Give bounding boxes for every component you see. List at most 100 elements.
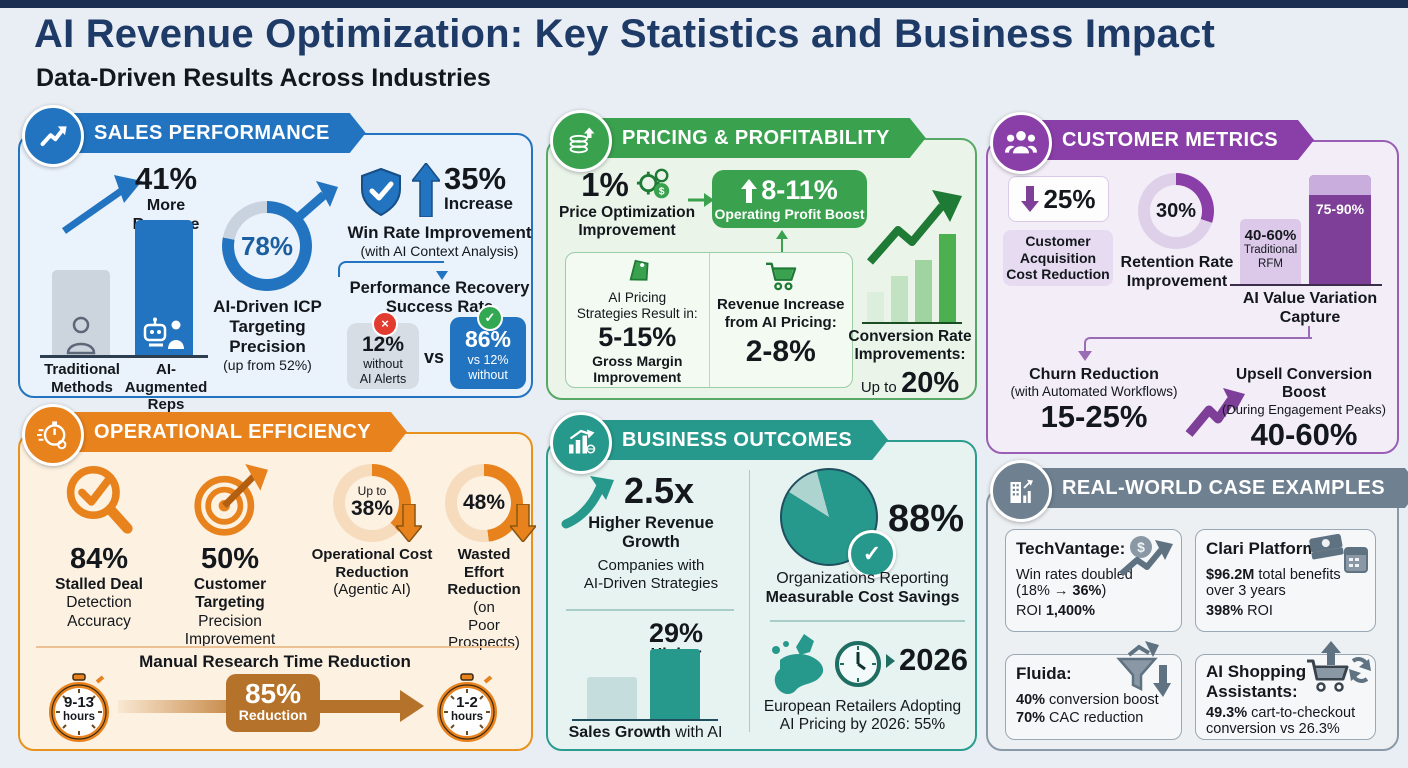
wasted-effort-stat: 48% Wasted Effort Reduction (on Poor Pro… bbox=[438, 464, 536, 652]
bar-with-ai bbox=[650, 649, 700, 719]
bar-baseline bbox=[40, 355, 208, 358]
svg-text:$: $ bbox=[1137, 539, 1145, 555]
churn-stat: Churn Reduction (with Automated Workflow… bbox=[1010, 366, 1178, 434]
stalled-deal-stat: 84% Stalled Deal Detection Accuracy bbox=[38, 464, 160, 631]
panel-title-sales: SALES PERFORMANCE bbox=[50, 113, 366, 153]
right-arrow-icon bbox=[688, 193, 714, 207]
sales-baseline bbox=[572, 719, 718, 721]
case-card-shopping: AI Shopping Assistants: 49.3% cart-to-che… bbox=[1195, 641, 1376, 740]
donut-arrow-icon bbox=[289, 181, 338, 227]
arrow-head bbox=[400, 690, 424, 722]
shield-check-icon bbox=[361, 167, 401, 217]
cart-icon bbox=[765, 262, 796, 291]
funnel-arrows-icon bbox=[1116, 641, 1171, 697]
bar-without-ai bbox=[587, 677, 637, 719]
person-icon bbox=[66, 316, 96, 355]
panel-title-customer: CUSTOMER METRICS bbox=[1018, 120, 1314, 160]
europe-map-icon bbox=[772, 634, 824, 695]
winrate-stat: 35% Increase bbox=[444, 161, 513, 213]
divider bbox=[770, 620, 965, 622]
price-tag-icon bbox=[629, 259, 649, 281]
x-badge-icon: × bbox=[372, 311, 398, 337]
recovery-title: Performance Recovery Success Rate bbox=[349, 279, 530, 316]
panel-title-business: BUSINESS OUTCOMES bbox=[578, 420, 888, 460]
check-badge-icon: ✓ bbox=[477, 305, 503, 331]
recovery-without-box: × 12% without AI Alerts bbox=[347, 311, 419, 389]
conversion-label: Conversion Rate Improvements: Up to 20% bbox=[848, 328, 972, 399]
stopwatch-before: 9-13 hours bbox=[44, 672, 114, 742]
divider bbox=[749, 470, 750, 732]
up-arrow-icon bbox=[741, 178, 758, 203]
cost-reduction-stat: Up to 38% Operational Cost Reduction (Ag… bbox=[308, 464, 436, 599]
panel-title-cases: REAL-WORLD CASE EXAMPLES bbox=[1018, 468, 1408, 508]
pointer-icon bbox=[886, 654, 895, 668]
vs-label: vs bbox=[424, 347, 445, 367]
upsell-stat: Upsell Conversion Boost (During Engageme… bbox=[1221, 366, 1387, 452]
panel-title-operational: OPERATIONAL EFFICIENCY bbox=[50, 412, 407, 452]
case-card-clari: Clari Platform: $96.2M total benefits ov… bbox=[1195, 529, 1376, 632]
growth-multiple: 2.5x bbox=[624, 470, 695, 511]
cac-label-box: Customer Acquisition Cost Reduction bbox=[1003, 230, 1113, 286]
icp-donut-chart: 78% bbox=[222, 201, 312, 291]
pricing-detail-box: AI Pricing Strategies Result in: 5-15% G… bbox=[565, 252, 853, 388]
retention-label: Retention Rate Improvement bbox=[1120, 254, 1234, 290]
connector-line bbox=[1308, 326, 1310, 337]
chart-growth-icon bbox=[550, 412, 612, 474]
panel-business-outcomes: BUSINESS OUTCOMES 2.5x Higher Revenue Gr… bbox=[546, 412, 977, 751]
connector-line bbox=[1084, 337, 1312, 353]
price-optimization-stat: 1% $ Price Optimization Improvement bbox=[558, 166, 696, 240]
money-calendar-icon bbox=[1309, 534, 1368, 573]
growth-arrow-icon bbox=[61, 175, 142, 234]
case-card-fluida: Fluida: 40% conversion boost 70% CAC red… bbox=[1005, 641, 1182, 740]
bar-label-ai: AI-Augmented Reps bbox=[124, 361, 208, 414]
year-value: 2026 bbox=[899, 642, 968, 677]
target-arrow-icon bbox=[194, 464, 268, 536]
down-arrow-icon bbox=[1021, 186, 1040, 212]
page-subtitle: Data-Driven Results Across Industries bbox=[36, 64, 491, 92]
conversion-bars-chart bbox=[867, 234, 959, 322]
divider bbox=[36, 646, 514, 648]
arrow-shaft bbox=[320, 700, 400, 713]
conversion-growth-arrow-icon bbox=[866, 190, 962, 265]
panel-pricing-profitability: PRICING & PROFITABILITY 1% $ Price Optim… bbox=[546, 110, 977, 400]
people-icon bbox=[990, 112, 1052, 174]
building-chart-icon bbox=[990, 460, 1052, 522]
connector-arrowhead bbox=[776, 230, 788, 239]
capture-baseline bbox=[1230, 284, 1382, 286]
panel-operational-efficiency: OPERATIONAL EFFICIENCY 84% Stalled Deal … bbox=[18, 404, 536, 751]
gear-dollar-icon: $ bbox=[636, 168, 670, 199]
research-title: Manual Research Time Reduction bbox=[139, 652, 411, 671]
winrate-label: Win Rate Improvement (with AI Context An… bbox=[347, 223, 532, 259]
savings-value: 88% bbox=[888, 498, 965, 540]
curved-arrow-icon bbox=[561, 476, 614, 529]
trend-up-icon bbox=[22, 105, 84, 167]
arrow-trail bbox=[118, 700, 228, 713]
growth-label: Higher Revenue Growth Companies with AI-… bbox=[583, 514, 719, 592]
stopwatch-icon bbox=[49, 673, 109, 742]
case-card-techvantage: $ TechVantage: Win rates doubled (18% → … bbox=[1005, 529, 1182, 632]
panel-case-examples: REAL-WORLD CASE EXAMPLES $ TechVantage: … bbox=[986, 460, 1399, 751]
icp-label: AI-Driven ICP Targeting Precision (up fr… bbox=[213, 297, 322, 374]
panel-title-pricing: PRICING & PROFITABILITY bbox=[578, 118, 926, 158]
robot-handshake-icon bbox=[143, 317, 184, 349]
svg-text:$: $ bbox=[659, 187, 665, 198]
sales-growth-label: Sales Growth with AI bbox=[568, 724, 723, 741]
retailers-label: European Retailers Adopting AI Pricing b… bbox=[763, 698, 962, 734]
bar-ai-augmented bbox=[135, 220, 193, 355]
profit-boost-box: 8-11% Operating Profit Boost bbox=[712, 170, 867, 228]
up-arrow-icon bbox=[412, 163, 440, 217]
reduction-box: 85% Reduction bbox=[226, 674, 320, 732]
savings-label: Organizations Reporting Measurable Cost … bbox=[765, 570, 960, 606]
capture-label: AI Value Variation Capture bbox=[1242, 290, 1378, 326]
connector-arrowhead bbox=[436, 271, 448, 280]
magnifier-check-icon bbox=[66, 465, 133, 534]
bar-label-traditional: Traditional Methods bbox=[44, 361, 120, 396]
top-accent-bar bbox=[0, 0, 1408, 8]
retention-donut-chart: 30% bbox=[1138, 173, 1214, 249]
upsell-zigzag-arrow-icon bbox=[1185, 388, 1245, 437]
check-circle-icon: ✓ bbox=[848, 530, 896, 578]
down-arrow-icon bbox=[510, 504, 536, 542]
connector-arrowhead bbox=[1078, 351, 1092, 361]
revenue-increase-stat: Revenue Increase from AI Pricing: 2-8% bbox=[710, 253, 853, 387]
page-title: AI Revenue Optimization: Key Statistics … bbox=[34, 12, 1215, 56]
